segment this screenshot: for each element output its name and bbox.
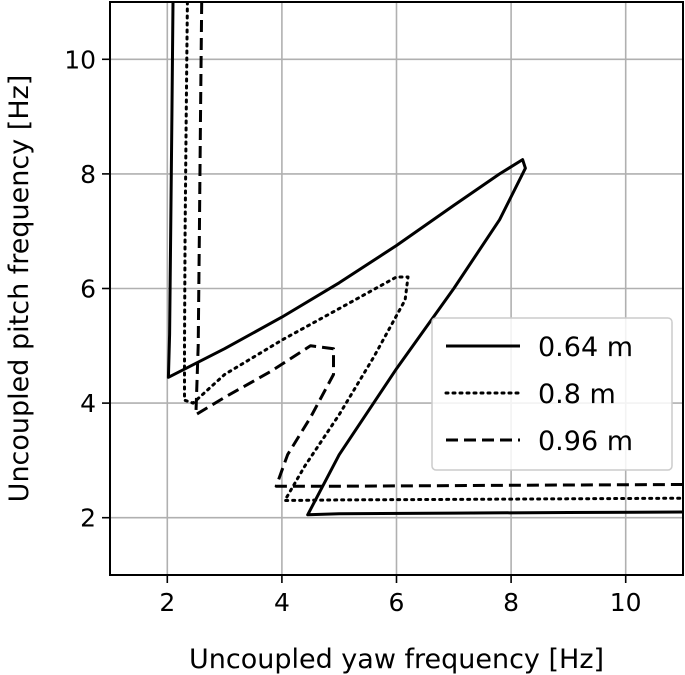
grid xyxy=(110,2,683,575)
x-tick-label: 6 xyxy=(389,588,405,617)
x-tick-label: 10 xyxy=(610,588,642,617)
legend-label: 0.96 m xyxy=(538,426,633,457)
y-tick-label: 4 xyxy=(80,389,96,418)
x-axis-label: Uncoupled yaw frequency [Hz] xyxy=(189,644,604,675)
y-tick-label: 6 xyxy=(80,275,96,304)
x-tick-label: 4 xyxy=(274,588,290,617)
y-tick-label: 2 xyxy=(80,504,96,533)
y-tick-label: 10 xyxy=(64,45,96,74)
legend-label: 0.8 m xyxy=(538,379,616,410)
x-tick-label: 8 xyxy=(503,588,519,617)
legend-box xyxy=(431,317,673,471)
series-line-dashed xyxy=(194,2,683,488)
x-tick-label: 2 xyxy=(159,588,175,617)
series-group xyxy=(166,2,683,517)
legend-label: 0.64 m xyxy=(538,332,633,363)
series-line-solid xyxy=(166,2,683,517)
legend: 0.64 m 0.8 m 0.96 m xyxy=(431,317,673,471)
y-axis-label: Uncoupled pitch frequency [Hz] xyxy=(4,75,35,503)
axis-ticks: 2 4 6 8 10 2 4 6 8 10 xyxy=(64,45,641,617)
y-tick-label: 8 xyxy=(80,160,96,189)
series-line-dotted xyxy=(183,2,683,502)
